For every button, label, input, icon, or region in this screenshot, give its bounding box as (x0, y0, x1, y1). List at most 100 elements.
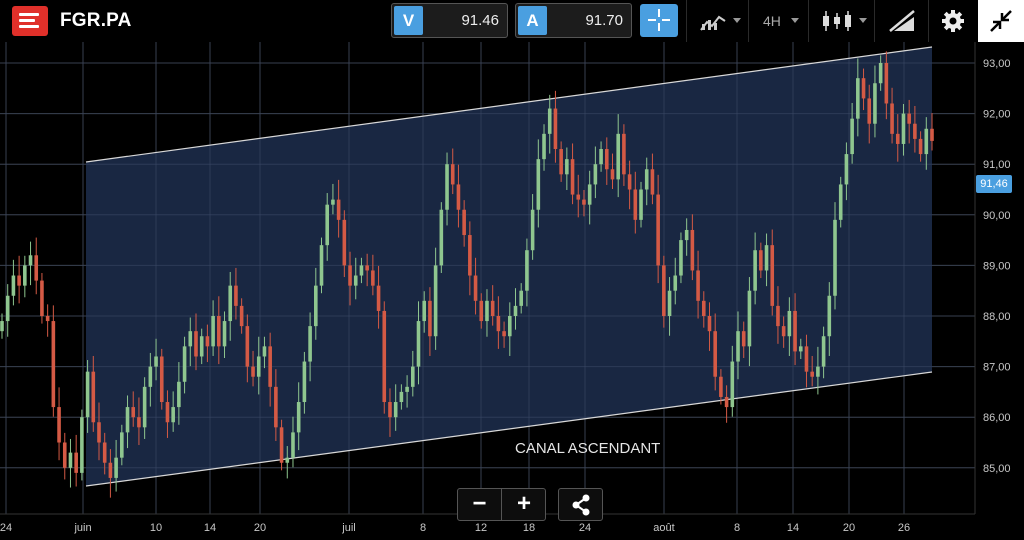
candle-body (713, 331, 717, 377)
candle-body (376, 285, 381, 311)
candle-body (604, 149, 609, 170)
channel-upper-line[interactable] (85, 46, 933, 163)
toolbar: FGR.PA V 91.46 A 91.70 4H (0, 0, 1024, 42)
candle-body (627, 174, 632, 190)
candle-body (199, 336, 204, 357)
timeframe-label: 4H (763, 13, 781, 29)
time-axis[interactable]: 24 juin 10 14 20 juil 8 12 18 24 août 8 14 20 26 (0, 522, 910, 534)
channel-annotation[interactable]: CANAL ASCENDANT (515, 440, 660, 457)
candle-body (479, 300, 484, 322)
zoom-in-button[interactable]: + (516, 490, 531, 517)
candle-body (445, 164, 449, 210)
zoom-out-button[interactable]: − (458, 489, 502, 520)
candle-body (838, 184, 843, 220)
exit-fullscreen-button[interactable] (978, 0, 1024, 42)
candle-body (542, 133, 546, 160)
chart-type-button[interactable] (808, 0, 874, 42)
price-axis[interactable]: 85,00 86,00 87,00 88,00 89,00 90,00 91,00 92,00… (983, 58, 1011, 475)
candle-body (371, 270, 375, 286)
candle-body (639, 189, 643, 220)
ascending-channel[interactable] (86, 47, 932, 486)
buy-tag: A (518, 6, 547, 35)
candle-body (165, 402, 170, 423)
share-button[interactable] (558, 488, 603, 521)
candle-body (11, 275, 16, 296)
candle-body (17, 275, 21, 286)
candle-body (850, 118, 854, 155)
candle-body (553, 108, 558, 150)
time-axis-label: 12 (475, 522, 487, 534)
candle-body (314, 285, 318, 327)
price-axis-label: 85,00 (983, 463, 1011, 475)
time-axis-label: 20 (843, 522, 855, 534)
candle-body (228, 285, 233, 322)
candle-body (348, 265, 352, 286)
candle-body (342, 219, 347, 266)
candle-body (399, 391, 404, 403)
candle-body (536, 159, 541, 210)
candle-body (462, 209, 466, 236)
candle-body (587, 184, 592, 205)
crosshair-button[interactable] (640, 4, 678, 37)
buy-price-button[interactable]: A 91.70 (515, 3, 632, 38)
candle-body (251, 366, 255, 377)
sell-price-button[interactable]: V 91.46 (391, 3, 508, 38)
candle-body (827, 295, 832, 337)
drawing-tools-button[interactable] (874, 0, 928, 42)
candle-body (177, 381, 181, 408)
candle-body (256, 356, 261, 377)
candle-body (525, 250, 529, 291)
price-axis-label: 89,00 (983, 260, 1011, 272)
candle-body (114, 457, 118, 478)
candle-body (410, 366, 415, 387)
candle-body (393, 402, 398, 418)
candle-body (182, 346, 187, 382)
candle-body (34, 255, 39, 281)
candle-body (924, 128, 929, 155)
time-axis-label: 10 (150, 522, 162, 534)
candle-body (308, 326, 312, 362)
indicators-button[interactable] (686, 0, 748, 42)
candle-body (422, 300, 427, 322)
price-axis-label: 88,00 (983, 311, 1011, 323)
candle-body (51, 321, 56, 408)
candle-body (120, 432, 124, 458)
candle-body (416, 321, 421, 367)
candle-body (747, 290, 752, 347)
candle-body (142, 386, 147, 428)
candle-body (302, 361, 307, 403)
candle-body (530, 209, 535, 251)
candle-body (245, 326, 250, 367)
candle-body (913, 123, 917, 139)
candle-body (496, 316, 501, 332)
settings-button[interactable] (928, 0, 978, 42)
time-axis-label: juin (73, 522, 91, 534)
candle-body (810, 371, 814, 377)
candle-body (582, 199, 586, 205)
ticker-symbol[interactable]: FGR.PA (60, 10, 132, 31)
candle-body (23, 265, 27, 286)
candle-body (428, 300, 432, 337)
candle-body (171, 407, 175, 423)
candle-body (439, 209, 444, 266)
candle-body (679, 240, 683, 276)
candle-body (907, 113, 911, 124)
candle-body (593, 164, 598, 185)
timeframe-selector[interactable]: 4H (748, 0, 808, 42)
chart-canvas[interactable]: 85,00 86,00 87,00 88,00 89,00 90,00 91,00 92,00… (0, 42, 1024, 540)
candle-body (787, 310, 792, 337)
candle-body (91, 371, 96, 423)
candle-body (610, 169, 615, 180)
candle-body (741, 331, 746, 347)
candle-body (211, 316, 215, 347)
price-chart[interactable]: 85,00 86,00 87,00 88,00 89,00 90,00 91,00 92,00… (0, 42, 1024, 540)
candle-body (490, 300, 495, 316)
candle-body (217, 316, 221, 347)
channel-lower-line[interactable] (85, 371, 933, 487)
candle-body (753, 250, 757, 291)
candle-body (296, 402, 301, 433)
gear-icon (942, 10, 964, 32)
candle-body (684, 229, 689, 241)
candle-body (456, 184, 461, 210)
candle-body (547, 108, 552, 134)
